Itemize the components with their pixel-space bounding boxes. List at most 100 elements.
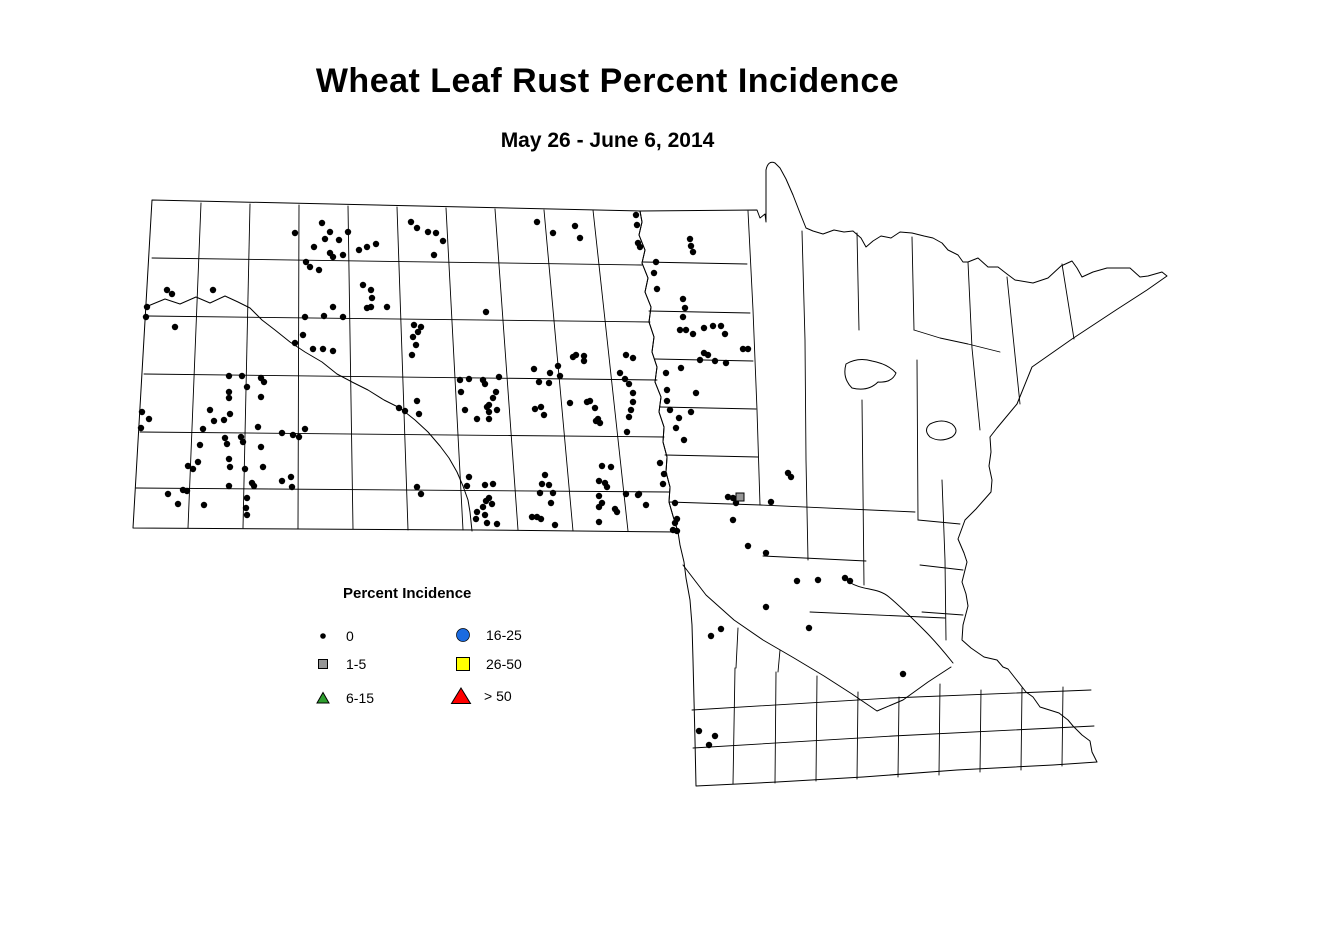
map-marker-0 (704, 351, 712, 359)
map-marker-0 (359, 281, 367, 289)
map-marker-0 (168, 290, 176, 298)
map-marker-0 (633, 221, 641, 229)
legend-item-label: 0 (346, 628, 354, 644)
map-marker-0 (481, 481, 489, 489)
legend-item-label: 26-50 (486, 656, 522, 672)
map-marker-0 (335, 236, 343, 244)
map-marker-0 (344, 228, 352, 236)
map-marker-0 (629, 389, 637, 397)
map-marker-0 (707, 632, 715, 640)
square-marker-icon (452, 655, 474, 673)
map-marker-0 (675, 414, 683, 422)
map-marker-0 (287, 473, 295, 481)
map-marker-0 (721, 330, 729, 338)
map-marker-0 (673, 527, 681, 535)
map-marker-0 (676, 326, 684, 334)
map-marker-0 (329, 347, 337, 355)
map-marker-0 (243, 494, 251, 502)
map-marker-0 (461, 406, 469, 414)
map-marker-0 (289, 431, 297, 439)
map-marker-0 (636, 243, 644, 251)
map-marker-0 (239, 438, 247, 446)
map-marker-0 (660, 470, 668, 478)
map-marker-0 (259, 463, 267, 471)
map-marker-0 (472, 515, 480, 523)
map-marker-0 (485, 408, 493, 416)
map-marker-0 (551, 521, 559, 529)
map-marker-0 (545, 379, 553, 387)
map-marker-0 (642, 501, 650, 509)
map-marker-0 (196, 441, 204, 449)
map-marker-0 (225, 455, 233, 463)
map-marker-0 (739, 345, 747, 353)
map-marker-0 (493, 406, 501, 414)
map-marker-0 (463, 482, 471, 490)
map-marker-0 (717, 322, 725, 330)
map-marker-0 (556, 372, 564, 380)
map-marker-0 (493, 520, 501, 528)
map-marker-0 (659, 480, 667, 488)
map-marker-0 (677, 364, 685, 372)
map-marker-0 (473, 508, 481, 516)
legend-item-6-15: 6-15 (312, 689, 374, 707)
map-marker-0 (299, 331, 307, 339)
map-marker-0 (226, 463, 234, 471)
map-marker-0 (489, 394, 497, 402)
map-marker-0 (767, 498, 775, 506)
map-marker-0 (225, 388, 233, 396)
map-marker-0 (729, 494, 737, 502)
leech-lake-outline (926, 420, 957, 441)
map-marker-0 (687, 242, 695, 250)
map-marker-0 (145, 415, 153, 423)
legend-item-gt50: > 50 (450, 687, 512, 705)
map-marker-0 (616, 369, 624, 377)
map-marker-0 (622, 490, 630, 498)
map-marker-0 (762, 603, 770, 611)
map-marker-0 (595, 492, 603, 500)
map-marker-0 (481, 380, 489, 388)
map-marker-0 (254, 423, 262, 431)
map-marker-0 (621, 375, 629, 383)
map-marker-0 (679, 313, 687, 321)
map-marker-0 (321, 235, 329, 243)
map-marker-0 (183, 487, 191, 495)
map-marker-0 (530, 365, 538, 373)
map-marker-0 (672, 424, 680, 432)
map-marker-0 (401, 407, 409, 415)
map-marker-0 (679, 295, 687, 303)
map-marker-0 (607, 463, 615, 471)
county-borders (135, 202, 1095, 785)
map-marker-0 (339, 313, 347, 321)
map-marker-0 (687, 408, 695, 416)
map-marker-0 (671, 519, 679, 527)
missouri-river-line (147, 295, 473, 532)
map-marker-0 (787, 473, 795, 481)
legend-item-16-25: 16-25 (452, 626, 522, 644)
map-marker-0 (489, 480, 497, 488)
map-marker-0 (363, 243, 371, 251)
map-marker-0 (189, 465, 197, 473)
map-marker-0 (762, 549, 770, 557)
map-marker-0 (223, 440, 231, 448)
map-marker-0 (424, 228, 432, 236)
map-marker-0 (632, 211, 640, 219)
map-marker-0 (225, 394, 233, 402)
map-marker-0 (705, 741, 713, 749)
data-points-layer (137, 211, 907, 749)
map-marker-0 (355, 246, 363, 254)
mississippi-river-line (848, 581, 954, 664)
map-marker-0 (320, 312, 328, 320)
legend-item-0: 0 (312, 627, 354, 645)
map-marker-0 (662, 369, 670, 377)
map-marker-0 (488, 500, 496, 508)
map-marker-0 (306, 263, 314, 271)
map-marker-0 (533, 218, 541, 226)
map-marker-0 (174, 500, 182, 508)
map-marker-0 (415, 410, 423, 418)
map-marker-0 (243, 383, 251, 391)
map-marker-0 (295, 433, 303, 441)
lake-outlines (844, 359, 957, 441)
map-marker-0 (495, 373, 503, 381)
map-marker-0 (541, 471, 549, 479)
map-marker-0 (326, 228, 334, 236)
